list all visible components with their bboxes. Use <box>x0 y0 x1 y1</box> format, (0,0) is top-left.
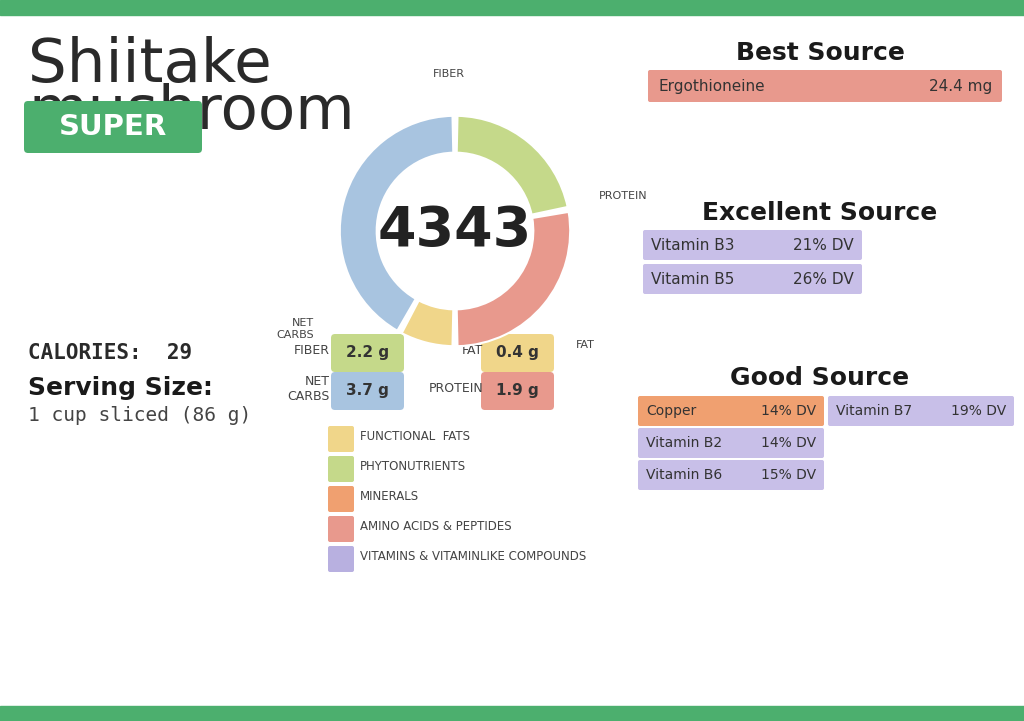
Text: Shiitake: Shiitake <box>28 36 271 95</box>
FancyBboxPatch shape <box>328 456 354 482</box>
Text: Vitamin B3: Vitamin B3 <box>651 237 734 252</box>
Wedge shape <box>340 116 454 331</box>
Text: MINERALS: MINERALS <box>360 490 419 503</box>
Text: PHYTONUTRIENTS: PHYTONUTRIENTS <box>360 461 466 474</box>
Text: Ergothioneine: Ergothioneine <box>658 79 765 94</box>
Text: 2.2 g: 2.2 g <box>346 345 389 360</box>
FancyBboxPatch shape <box>638 396 824 426</box>
Text: 19% DV: 19% DV <box>950 404 1006 418</box>
Text: PROTEIN: PROTEIN <box>428 383 483 396</box>
Text: Vitamin B5: Vitamin B5 <box>651 272 734 286</box>
FancyBboxPatch shape <box>643 264 862 294</box>
FancyBboxPatch shape <box>331 372 404 410</box>
Text: Best Source: Best Source <box>735 41 904 65</box>
FancyBboxPatch shape <box>643 230 862 260</box>
Text: 15% DV: 15% DV <box>761 468 816 482</box>
Text: FIBER: FIBER <box>294 345 330 358</box>
Wedge shape <box>401 301 454 346</box>
FancyBboxPatch shape <box>828 396 1014 426</box>
Text: FUNCTIONAL  FATS: FUNCTIONAL FATS <box>360 430 470 443</box>
Text: Serving Size:: Serving Size: <box>28 376 213 400</box>
Text: Vitamin B7: Vitamin B7 <box>836 404 912 418</box>
Text: 14% DV: 14% DV <box>761 436 816 450</box>
FancyBboxPatch shape <box>481 334 554 372</box>
FancyBboxPatch shape <box>24 101 202 153</box>
Text: Vitamin B6: Vitamin B6 <box>646 468 722 482</box>
FancyBboxPatch shape <box>328 486 354 512</box>
Text: 4343: 4343 <box>378 204 532 258</box>
Text: 1.9 g: 1.9 g <box>496 384 539 399</box>
FancyBboxPatch shape <box>328 546 354 572</box>
Bar <box>0 706 1024 721</box>
Text: Copper: Copper <box>646 404 696 418</box>
Bar <box>0 0 1024 15</box>
Wedge shape <box>457 212 570 346</box>
Text: 26% DV: 26% DV <box>794 272 854 286</box>
Text: Good Source: Good Source <box>730 366 909 390</box>
Text: PROTEIN: PROTEIN <box>599 192 647 201</box>
FancyBboxPatch shape <box>638 460 824 490</box>
Text: 24.4 mg: 24.4 mg <box>929 79 992 94</box>
Text: AMINO ACIDS & PEPTIDES: AMINO ACIDS & PEPTIDES <box>360 521 512 534</box>
FancyBboxPatch shape <box>328 516 354 542</box>
FancyBboxPatch shape <box>328 426 354 452</box>
Text: 14% DV: 14% DV <box>761 404 816 418</box>
Text: FAT: FAT <box>575 340 595 350</box>
Wedge shape <box>457 116 567 215</box>
Text: SUPER: SUPER <box>58 113 167 141</box>
Text: VITAMINS & VITAMINLIKE COMPOUNDS: VITAMINS & VITAMINLIKE COMPOUNDS <box>360 551 587 564</box>
Text: Vitamin B2: Vitamin B2 <box>646 436 722 450</box>
Text: 0.4 g: 0.4 g <box>496 345 539 360</box>
Text: Excellent Source: Excellent Source <box>702 201 938 225</box>
Text: NET
CARBS: NET CARBS <box>288 375 330 403</box>
FancyBboxPatch shape <box>331 334 404 372</box>
FancyBboxPatch shape <box>481 372 554 410</box>
Text: 3.7 g: 3.7 g <box>346 384 389 399</box>
Text: 21% DV: 21% DV <box>794 237 854 252</box>
FancyBboxPatch shape <box>648 70 1002 102</box>
Text: FIBER: FIBER <box>433 69 465 79</box>
Text: FAT: FAT <box>462 345 483 358</box>
Text: mushroom: mushroom <box>28 83 354 142</box>
Text: 1 cup sliced (86 g): 1 cup sliced (86 g) <box>28 406 251 425</box>
Text: NET
CARBS: NET CARBS <box>276 318 314 340</box>
Text: CALORIES:  29: CALORIES: 29 <box>28 343 193 363</box>
FancyBboxPatch shape <box>638 428 824 458</box>
